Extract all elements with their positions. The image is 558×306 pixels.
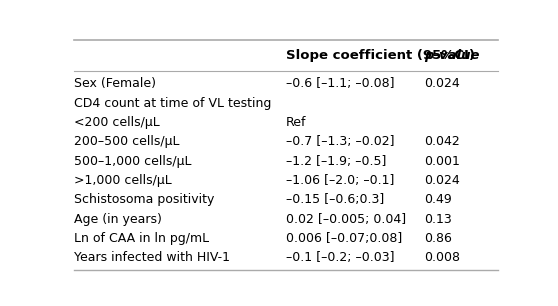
Text: CD4 count at time of VL testing: CD4 count at time of VL testing [74,97,271,110]
Text: Schistosoma positivity: Schistosoma positivity [74,193,214,206]
Text: 0.024: 0.024 [424,174,460,187]
Text: Ref: Ref [286,116,306,129]
Text: –0.7 [–1.3; –0.02]: –0.7 [–1.3; –0.02] [286,135,395,148]
Text: Sex (Female): Sex (Female) [74,77,156,90]
Text: Ln of CAA in ln pg/mL: Ln of CAA in ln pg/mL [74,232,209,245]
Text: 0.006 [–0.07;0.08]: 0.006 [–0.07;0.08] [286,232,402,245]
Text: 0.024: 0.024 [424,77,460,90]
Text: 0.001: 0.001 [424,155,460,168]
Text: 0.042: 0.042 [424,135,460,148]
Text: 0.008: 0.008 [424,251,460,264]
Text: 0.02 [–0.005; 0.04]: 0.02 [–0.005; 0.04] [286,213,406,226]
Text: 200–500 cells/μL: 200–500 cells/μL [74,135,180,148]
Text: Age (in years): Age (in years) [74,213,162,226]
Text: >1,000 cells/μL: >1,000 cells/μL [74,174,172,187]
Text: <200 cells/μL: <200 cells/μL [74,116,160,129]
Text: Years infected with HIV-1: Years infected with HIV-1 [74,251,230,264]
Text: –0.15 [–0.6;0.3]: –0.15 [–0.6;0.3] [286,193,384,206]
Text: –1.06 [–2.0; –0.1]: –1.06 [–2.0; –0.1] [286,174,395,187]
Text: –0.6 [–1.1; –0.08]: –0.6 [–1.1; –0.08] [286,77,395,90]
Text: 0.49: 0.49 [424,193,452,206]
Text: 500–1,000 cells/μL: 500–1,000 cells/μL [74,155,191,168]
Text: Slope coefficient (95%CI): Slope coefficient (95%CI) [286,49,475,62]
Text: 0.86: 0.86 [424,232,452,245]
Text: 0.13: 0.13 [424,213,452,226]
Text: –0.1 [–0.2; –0.03]: –0.1 [–0.2; –0.03] [286,251,395,264]
Text: –1.2 [–1.9; –0.5]: –1.2 [–1.9; –0.5] [286,155,386,168]
Text: p-value: p-value [424,49,480,62]
